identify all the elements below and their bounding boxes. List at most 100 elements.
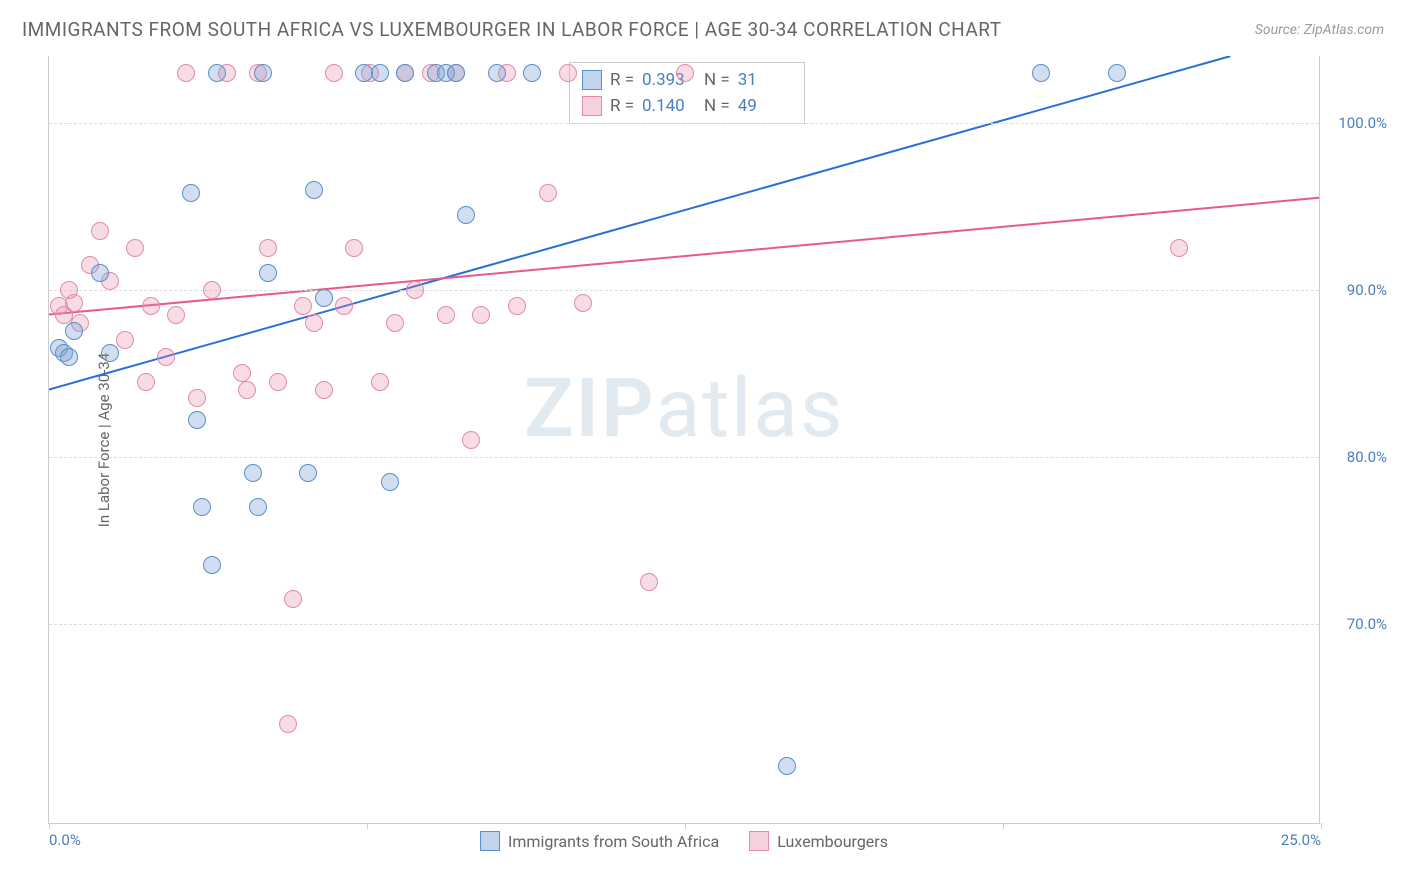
data-point bbox=[305, 181, 323, 199]
data-point bbox=[65, 294, 83, 312]
watermark-light: atlas bbox=[656, 361, 844, 457]
data-point bbox=[371, 373, 389, 391]
r-value: 0.140 bbox=[642, 93, 696, 119]
source-label: Source: ZipAtlas.com bbox=[1255, 22, 1384, 38]
ytick-label: 90.0% bbox=[1347, 281, 1387, 299]
data-point bbox=[539, 184, 557, 202]
data-point bbox=[91, 264, 109, 282]
data-point bbox=[305, 314, 323, 332]
trend-lines bbox=[49, 56, 1319, 823]
data-point bbox=[203, 556, 221, 574]
data-point bbox=[116, 331, 134, 349]
data-point bbox=[60, 348, 78, 366]
swatch-sa-icon bbox=[582, 70, 602, 90]
data-point bbox=[203, 281, 221, 299]
gridline bbox=[49, 290, 1319, 291]
xtick-mark bbox=[1321, 823, 1322, 829]
legend-label: Immigrants from South Africa bbox=[508, 832, 719, 851]
data-point bbox=[182, 184, 200, 202]
data-point bbox=[249, 498, 267, 516]
n-value: 49 bbox=[738, 93, 792, 119]
data-point bbox=[315, 381, 333, 399]
r-label: R = bbox=[610, 93, 634, 119]
plot-area: In Labor Force | Age 30-34 ZIPatlas R = … bbox=[48, 56, 1320, 824]
data-point bbox=[177, 64, 195, 82]
n-label: N = bbox=[704, 93, 730, 119]
ytick-label: 80.0% bbox=[1347, 448, 1387, 466]
data-point bbox=[640, 573, 658, 591]
bottom-legend: Immigrants from South Africa Luxembourge… bbox=[480, 831, 888, 851]
trend-line-lx bbox=[49, 198, 1319, 315]
data-point bbox=[1170, 239, 1188, 257]
data-point bbox=[574, 294, 592, 312]
legend-stats-row: R = 0.140 N = 49 bbox=[582, 93, 792, 119]
xtick-label: 0.0% bbox=[49, 831, 81, 849]
data-point bbox=[269, 373, 287, 391]
data-point bbox=[157, 348, 175, 366]
data-point bbox=[381, 473, 399, 491]
data-point bbox=[386, 314, 404, 332]
data-point bbox=[294, 297, 312, 315]
data-point bbox=[259, 239, 277, 257]
legend-item: Immigrants from South Africa bbox=[480, 831, 719, 851]
data-point bbox=[284, 590, 302, 608]
data-point bbox=[299, 464, 317, 482]
data-point bbox=[523, 64, 541, 82]
data-point bbox=[676, 64, 694, 82]
data-point bbox=[457, 206, 475, 224]
legend-label: Luxembourgers bbox=[777, 832, 888, 851]
swatch-lx-icon bbox=[582, 96, 602, 116]
data-point bbox=[1032, 64, 1050, 82]
gridline bbox=[49, 457, 1319, 458]
data-point bbox=[259, 264, 277, 282]
data-point bbox=[65, 322, 83, 340]
data-point bbox=[447, 64, 465, 82]
r-label: R = bbox=[610, 67, 634, 93]
data-point bbox=[472, 306, 490, 324]
xtick-mark bbox=[49, 823, 50, 829]
data-point bbox=[335, 297, 353, 315]
data-point bbox=[238, 381, 256, 399]
data-point bbox=[244, 464, 262, 482]
legend-item: Luxembourgers bbox=[749, 831, 888, 851]
data-point bbox=[371, 64, 389, 82]
watermark-strong: ZIP bbox=[524, 361, 656, 457]
data-point bbox=[778, 757, 796, 775]
chart-title: IMMIGRANTS FROM SOUTH AFRICA VS LUXEMBOU… bbox=[22, 18, 1002, 41]
data-point bbox=[126, 239, 144, 257]
data-point bbox=[325, 64, 343, 82]
swatch-sa-icon bbox=[480, 831, 500, 851]
xtick-mark bbox=[1003, 823, 1004, 829]
data-point bbox=[559, 64, 577, 82]
data-point bbox=[91, 222, 109, 240]
data-point bbox=[315, 289, 333, 307]
data-point bbox=[508, 297, 526, 315]
data-point bbox=[167, 306, 185, 324]
data-point bbox=[142, 297, 160, 315]
data-point bbox=[137, 373, 155, 391]
data-point bbox=[1108, 64, 1126, 82]
n-value: 31 bbox=[738, 67, 792, 93]
xtick-mark bbox=[367, 823, 368, 829]
data-point bbox=[188, 411, 206, 429]
n-label: N = bbox=[704, 67, 730, 93]
y-axis-label: In Labor Force | Age 30-34 bbox=[95, 352, 113, 526]
data-point bbox=[345, 239, 363, 257]
data-point bbox=[208, 64, 226, 82]
data-point bbox=[488, 64, 506, 82]
ytick-label: 100.0% bbox=[1338, 114, 1387, 132]
xtick-mark bbox=[685, 823, 686, 829]
data-point bbox=[188, 389, 206, 407]
data-point bbox=[193, 498, 211, 516]
data-point bbox=[437, 306, 455, 324]
data-point bbox=[254, 64, 272, 82]
data-point bbox=[396, 64, 414, 82]
data-point bbox=[101, 344, 119, 362]
xtick-label: 25.0% bbox=[1281, 831, 1321, 849]
data-point bbox=[406, 281, 424, 299]
ytick-label: 70.0% bbox=[1347, 615, 1387, 633]
data-point bbox=[462, 431, 480, 449]
data-point bbox=[279, 715, 297, 733]
swatch-lx-icon bbox=[749, 831, 769, 851]
gridline bbox=[49, 624, 1319, 625]
